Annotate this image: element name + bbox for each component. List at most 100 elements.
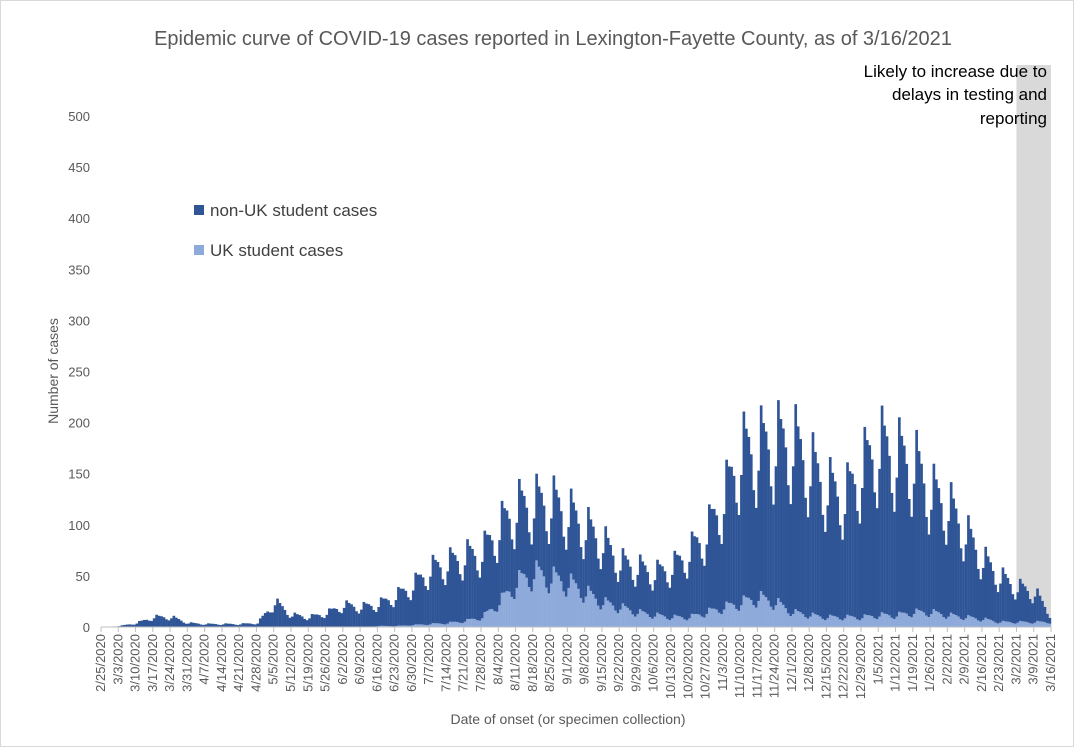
bar-uk-student [730,603,733,627]
bar-uk-student [424,624,427,627]
bar-non-uk-student [125,624,129,627]
x-tick-label: 9/15/2020 [594,634,609,692]
bar-uk-student [917,610,921,627]
x-tick-label: 8/25/2020 [542,634,557,692]
bar-uk-student [981,620,985,627]
bar-uk-student [419,624,422,627]
bar-non-uk-student [705,544,709,614]
bar-non-uk-student [693,536,696,615]
bar-uk-student [851,616,854,627]
bar-non-uk-student [922,483,926,613]
bar-non-uk-student [483,530,487,613]
bar-non-uk-student [949,482,953,613]
bar-uk-student [873,618,877,627]
bar-uk-student [782,604,785,627]
bar-non-uk-student [303,618,307,627]
bar-non-uk-student [518,478,521,571]
y-tick-label: 300 [68,313,90,328]
x-tick-label: 12/29/2020 [853,634,868,699]
bar-uk-student [870,616,874,627]
bar-non-uk-student [786,485,790,614]
bar-non-uk-student [930,509,933,614]
bar-non-uk-student [236,625,240,627]
bar-non-uk-student [976,568,980,621]
bar-uk-student [811,612,815,627]
bar-non-uk-student [527,532,531,588]
y-tick-label: 500 [68,109,90,124]
bar-non-uk-student [661,566,664,616]
bar-non-uk-student [209,623,213,627]
bar-uk-student [880,612,884,627]
x-tick-label: 11/3/2020 [715,634,730,691]
bar-non-uk-student [320,617,324,627]
bar-non-uk-student [722,514,726,610]
bar-uk-student [569,573,573,627]
bar-uk-student [485,610,489,627]
bar-uk-student [429,624,432,627]
bar-uk-student [764,597,768,627]
bar-uk-student [1004,621,1007,627]
bar-uk-student [671,618,674,627]
bar-non-uk-student [981,567,985,621]
bar-non-uk-student [357,613,361,627]
bar-non-uk-student [799,439,802,613]
x-tick-label: 3/16/2021 [1043,634,1058,692]
bar-uk-student [414,624,418,627]
bar-uk-student [712,608,716,627]
bar-uk-student [846,614,849,627]
bar-non-uk-student [806,517,810,619]
bar-non-uk-student [944,544,948,619]
bar-non-uk-student [562,536,566,592]
bar-non-uk-student [888,455,891,616]
bar-non-uk-student [372,610,376,627]
bar-non-uk-student [925,516,928,616]
bar-non-uk-student [801,460,805,615]
bar-uk-student [710,608,714,627]
bar-non-uk-student [436,562,440,624]
bar-non-uk-student [841,539,844,621]
bar-uk-student [902,612,906,627]
bar-uk-student [471,618,474,627]
bar-non-uk-student [471,548,474,619]
bar-non-uk-student [157,615,161,627]
bar-uk-student [547,593,551,627]
bar-uk-student [498,605,501,627]
bar-uk-student [592,594,595,627]
bar-uk-student [809,616,812,627]
bar-uk-student [1038,621,1042,627]
bar-uk-student [900,612,904,627]
bar-non-uk-student [389,604,393,627]
bar-non-uk-student [749,454,753,600]
bar-non-uk-student [784,447,788,609]
bar-non-uk-student [189,622,193,627]
bar-non-uk-student [880,405,884,613]
bar-uk-student [463,621,467,627]
bar-uk-student [518,570,521,627]
bar-uk-student [1026,622,1029,627]
chart-title: Epidemic curve of COVID-19 cases reporte… [154,28,952,50]
bar-non-uk-student [629,566,632,611]
bar-non-uk-student [155,614,158,627]
y-tick-labels: 0 50 100 150 200 250 300 350 400 450 500 [68,109,90,635]
bar-non-uk-student [905,463,909,614]
bar-non-uk-student [912,483,916,614]
bar-non-uk-student [426,589,430,626]
bar-non-uk-student [473,555,477,619]
bar-uk-student [599,609,603,627]
bar-non-uk-student [542,505,546,577]
x-tick-label: 7/14/2020 [438,634,453,692]
bar-uk-student [1011,623,1015,627]
bar-uk-student [868,615,872,627]
bar-uk-student [562,591,566,627]
bar-uk-student [969,616,973,627]
bar-non-uk-student [1018,578,1022,621]
bar-non-uk-student [318,615,321,627]
bar-non-uk-student [160,616,163,627]
bar-uk-student [991,620,995,627]
bar-uk-student [540,570,543,627]
bar-non-uk-student [295,614,299,627]
bar-uk-student [836,617,839,627]
bar-non-uk-student [226,623,230,627]
bar-uk-student [907,616,911,627]
bar-uk-student [483,612,487,627]
